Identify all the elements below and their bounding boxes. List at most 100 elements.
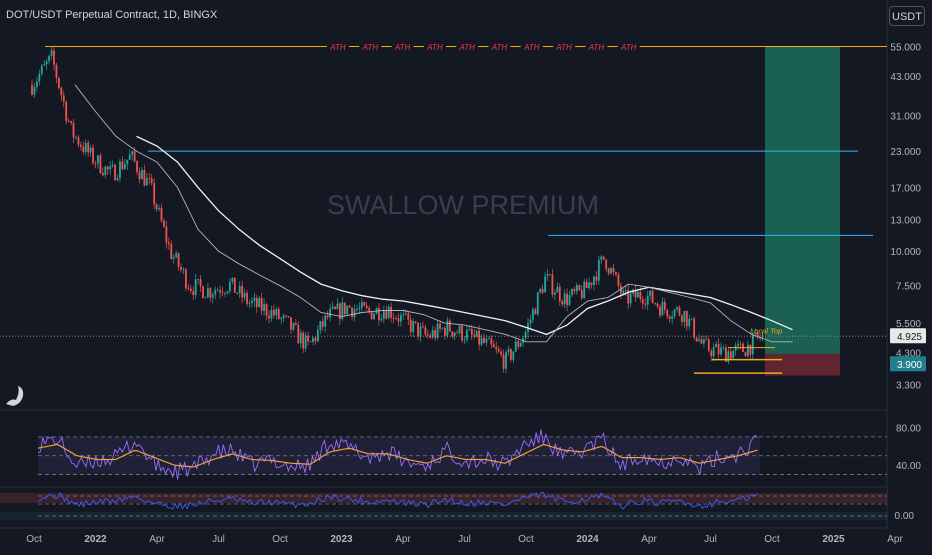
candle — [512, 351, 515, 360]
candle — [243, 292, 246, 298]
candle — [368, 307, 371, 312]
candle — [204, 297, 207, 299]
candle — [238, 285, 241, 294]
candle — [539, 288, 542, 293]
candle — [431, 330, 434, 338]
candle — [568, 295, 571, 306]
candle — [453, 332, 456, 337]
candle — [468, 329, 471, 330]
candle — [700, 339, 703, 344]
price-label-bg — [890, 328, 926, 344]
ath-label: ATH — [426, 43, 443, 52]
candle — [158, 207, 160, 210]
candle — [561, 301, 564, 305]
candle — [417, 322, 419, 337]
candle — [387, 306, 390, 319]
candle — [426, 334, 429, 336]
candle — [446, 320, 449, 336]
candle — [580, 289, 583, 299]
candle — [143, 170, 146, 186]
time-tick-label: 2022 — [84, 534, 107, 545]
candle — [739, 343, 742, 345]
candle — [182, 269, 185, 271]
time-tick-label: Apr — [395, 534, 411, 545]
osc-top-band — [0, 493, 887, 503]
ath-label: ATH — [458, 43, 475, 52]
candle — [402, 314, 405, 316]
candle — [104, 166, 107, 176]
candle — [590, 282, 593, 286]
candle — [304, 335, 307, 349]
candle — [661, 301, 664, 316]
candle — [280, 317, 283, 320]
candle — [101, 173, 104, 176]
candle — [57, 77, 60, 88]
candle — [197, 279, 200, 281]
candle — [607, 268, 610, 274]
candle — [43, 64, 46, 66]
price-label-bg — [890, 356, 926, 372]
candle — [651, 290, 654, 303]
candle — [495, 347, 498, 350]
ema-long-line — [136, 135, 793, 336]
candle — [45, 61, 48, 65]
candle — [575, 285, 578, 292]
candle — [341, 302, 344, 320]
candle — [378, 308, 380, 321]
candle — [170, 244, 173, 259]
candle — [163, 220, 165, 227]
candle — [290, 317, 292, 330]
candle — [67, 120, 70, 122]
candle — [529, 319, 532, 324]
ath-label: ATH — [555, 43, 572, 52]
candle — [370, 311, 373, 320]
candle — [33, 87, 36, 95]
candle — [192, 291, 195, 295]
candle — [404, 313, 407, 315]
candle — [407, 313, 410, 320]
candle — [656, 303, 659, 307]
candle — [258, 297, 261, 308]
candle — [602, 256, 605, 260]
oscillator-line — [37, 491, 758, 511]
candle — [444, 328, 446, 336]
candle — [165, 226, 168, 243]
candle — [331, 306, 334, 309]
ath-label: ATH — [588, 43, 605, 52]
candle — [253, 297, 256, 301]
price-tick-label: 55.000 — [890, 42, 921, 53]
candle — [690, 318, 693, 320]
candle — [236, 292, 239, 294]
candle — [654, 302, 656, 304]
rsi-ma-line — [37, 443, 758, 468]
candle — [671, 316, 674, 319]
currency-button[interactable]: USDT — [889, 6, 925, 26]
candle — [172, 257, 175, 259]
candle — [153, 183, 156, 205]
candle — [470, 329, 473, 335]
candle — [148, 178, 151, 179]
candle — [348, 305, 351, 308]
osc-bottom-band — [0, 512, 887, 520]
candle — [466, 329, 468, 340]
candle — [617, 274, 620, 286]
candle — [583, 281, 586, 299]
candle — [722, 347, 725, 349]
candle — [38, 73, 41, 82]
candle — [637, 291, 639, 298]
candle — [478, 330, 481, 345]
stop-zone — [765, 353, 840, 376]
price-tick-label: 31.000 — [890, 111, 921, 122]
candle — [649, 290, 652, 296]
candle — [216, 289, 219, 291]
ath-label: ATH — [523, 43, 540, 52]
rsi-line — [37, 429, 758, 480]
candle — [751, 334, 754, 355]
candle — [439, 323, 441, 329]
candle — [226, 291, 229, 294]
osc-tick-label: 0.00 — [895, 511, 915, 522]
time-tick-label: Oct — [26, 534, 42, 545]
candle — [605, 259, 608, 269]
